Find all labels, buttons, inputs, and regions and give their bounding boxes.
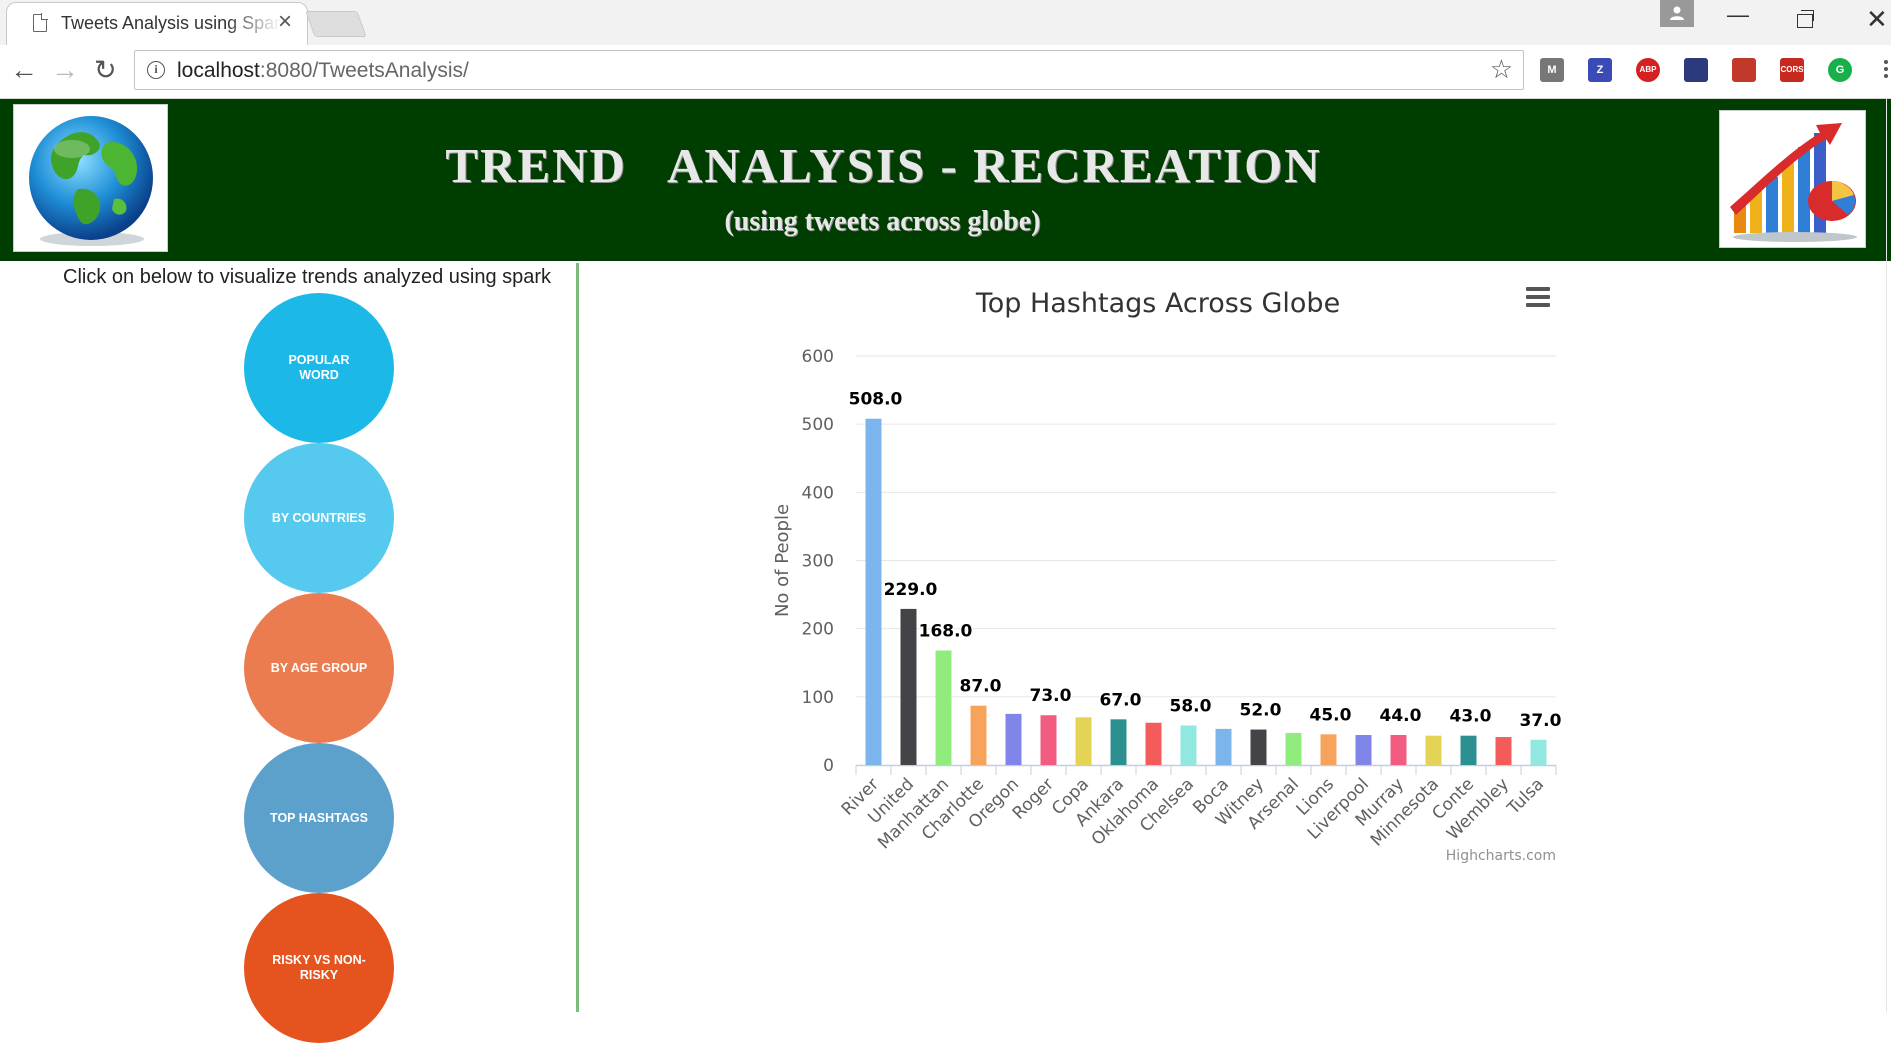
tab-close-icon[interactable]: × [278, 8, 293, 35]
bar [1005, 713, 1022, 765]
back-arrow-icon[interactable]: ← [10, 54, 38, 85]
by-age-group-button[interactable]: BY AGE GROUP [244, 593, 394, 743]
y-tick-label: 200 [802, 620, 834, 640]
cors-icon[interactable]: CORS [1780, 58, 1804, 82]
y-axis-title: No of People [772, 504, 793, 617]
url-host: localhost [177, 59, 260, 82]
y-tick-label: 500 [802, 415, 834, 435]
bar [1040, 715, 1057, 765]
bookmark-star-icon[interactable]: ☆ [1489, 54, 1513, 84]
puzzle-extension-icon[interactable] [1684, 58, 1708, 82]
x-tick-label: Tulsa [1503, 774, 1548, 819]
bookmark-extension-icon[interactable] [1732, 58, 1756, 82]
browser-tab[interactable]: Tweets Analysis using Spark × [6, 2, 308, 45]
browser-toolbar: ← → ↻ i localhost:8080/TweetsAnalysis/ ☆… [0, 45, 1891, 99]
data-label: 52.0 [1240, 701, 1282, 721]
chrome-menu-icon[interactable] [1884, 60, 1888, 81]
bar-chart: Top Hashtags Across Globe 0 100 200 300 400 50… [772, 288, 1563, 864]
chart-title: Top Hashtags Across Globe [975, 288, 1340, 319]
by-age-group-label: BY AGE GROUP [270, 660, 368, 675]
data-label: 73.0 [1030, 686, 1072, 706]
by-countries-button[interactable]: BY COUNTRIES [244, 443, 394, 593]
grammarly-icon[interactable]: G [1828, 58, 1852, 82]
zotero-icon[interactable]: Z [1588, 58, 1612, 82]
person-icon [1670, 6, 1684, 20]
top-hashtags-button[interactable]: TOP HASHTAGS [244, 743, 394, 893]
adblock-plus-icon[interactable]: ABP [1636, 58, 1660, 82]
profile-button[interactable] [1660, 0, 1694, 27]
data-label: 43.0 [1450, 707, 1492, 727]
bar [1425, 735, 1442, 765]
banner-title: TREND ANALYSIS - RECREATION [445, 138, 1322, 193]
data-label: 508.0 [849, 390, 903, 410]
reload-icon[interactable]: ↻ [94, 55, 117, 85]
restore-button[interactable] [1797, 10, 1814, 28]
bar [1355, 735, 1372, 765]
forward-arrow-icon[interactable]: → [51, 54, 79, 85]
tab-title: Tweets Analysis using Spark [61, 13, 281, 33]
bar [935, 650, 952, 765]
growth-chart-logo [1719, 110, 1866, 248]
bar [865, 418, 882, 765]
data-label: 87.0 [960, 677, 1002, 697]
data-label: 44.0 [1380, 706, 1422, 726]
page-icon [33, 13, 48, 32]
popular-word-button[interactable]: POPULAR WORD [244, 293, 394, 443]
bar [970, 705, 987, 765]
sidebar-divider [576, 263, 579, 1012]
bar [1530, 739, 1547, 765]
url-path: :8080/TweetsAnalysis/ [259, 59, 469, 82]
by-countries-label: BY COUNTRIES [271, 510, 367, 525]
bar [1390, 735, 1407, 765]
window-close-button[interactable]: ✕ [1866, 4, 1888, 34]
new-tab-button[interactable] [305, 11, 367, 37]
info-icon[interactable]: i [147, 61, 165, 79]
page-content: TREND ANALYSIS - RECREATION (using tweet… [0, 99, 1891, 1043]
bar [1145, 722, 1162, 765]
chart-container: Top Hashtags Across Globe 0 100 200 300 400 50… [580, 261, 1891, 1012]
m-extension-icon[interactable]: M [1540, 58, 1564, 82]
bar [900, 608, 917, 765]
bar [1110, 719, 1127, 765]
sidebar-hint: Click on below to visualize trends analy… [63, 266, 552, 288]
risky-vs-non-risky-button[interactable]: RISKY VS NON-RISKY [244, 893, 394, 1043]
bar [1215, 728, 1232, 765]
page-edge [1886, 99, 1887, 1012]
chart-menu-icon[interactable] [1526, 287, 1550, 311]
y-tick-label: 0 [823, 756, 834, 776]
data-label: 229.0 [884, 580, 938, 600]
bar [1460, 735, 1477, 765]
bar [1285, 732, 1302, 765]
chart-credits: Highcharts.com [1446, 848, 1556, 864]
top-hashtags-label: TOP HASHTAGS [270, 810, 368, 825]
y-tick-label: 300 [802, 552, 834, 572]
address-bar[interactable]: i localhost:8080/TweetsAnalysis/ ☆ [134, 50, 1524, 90]
bar [1250, 729, 1267, 765]
popular-word-label: POPULAR WORD [288, 353, 350, 382]
data-label: 67.0 [1100, 690, 1142, 710]
browser-tab-strip: Tweets Analysis using Spark × — ✕ [0, 0, 1891, 45]
y-tick-label: 600 [802, 347, 834, 367]
bar [1180, 725, 1197, 765]
header-banner: TREND ANALYSIS - RECREATION (using tweet… [0, 99, 1891, 261]
globe-logo [13, 104, 168, 252]
minimize-button[interactable]: — [1727, 2, 1749, 27]
data-label: 45.0 [1310, 705, 1352, 725]
sidebar: Click on below to visualize trends analy… [0, 261, 575, 1043]
bar [1320, 734, 1337, 765]
data-label: 37.0 [1520, 711, 1562, 731]
bar [1075, 717, 1092, 765]
risky-vs-non-risky-label: RISKY VS NON-RISKY [272, 953, 366, 982]
url-text[interactable]: localhost:8080/TweetsAnalysis/ [177, 59, 469, 83]
data-label: 58.0 [1170, 696, 1212, 716]
data-label: 168.0 [919, 621, 973, 641]
bar [1495, 737, 1512, 765]
y-tick-label: 400 [802, 483, 834, 503]
y-tick-label: 100 [802, 688, 834, 708]
banner-subtitle: (using tweets across globe) [724, 206, 1041, 237]
